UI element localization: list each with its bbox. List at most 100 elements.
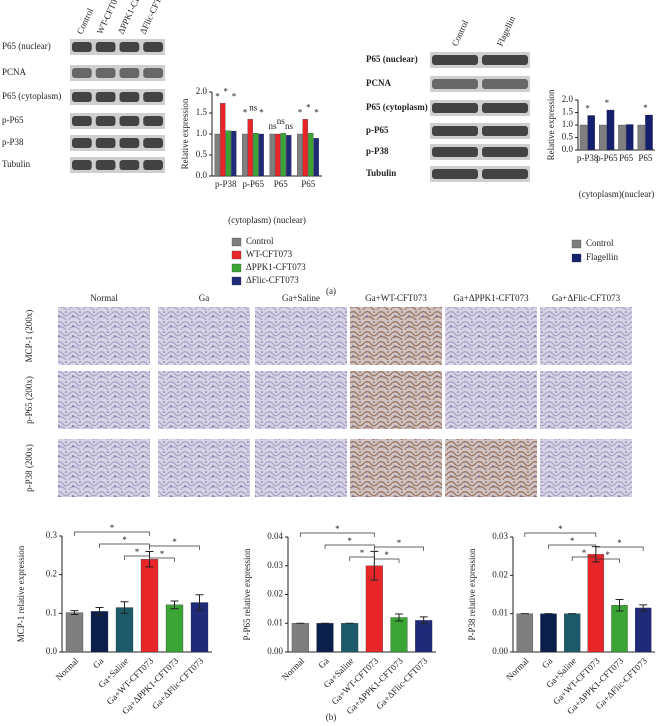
x-tick-label: Ga (316, 656, 330, 670)
blot-band (482, 55, 528, 65)
histology-column-label: Ga+Saline (282, 293, 320, 303)
legend-swatch (231, 263, 242, 273)
blot-band (432, 126, 478, 136)
histology-column-label: Normal (90, 293, 118, 303)
bar (611, 605, 628, 653)
x-tick-label: Ga (91, 656, 105, 670)
error-bar (95, 607, 104, 616)
bar (415, 620, 433, 653)
blot-band (72, 160, 92, 170)
bar (618, 124, 626, 151)
bar (579, 124, 588, 151)
histology-image (58, 307, 150, 365)
y-tick-label: 2.0 (196, 86, 208, 96)
blot-band (143, 160, 163, 170)
error-bar (395, 613, 403, 622)
histology-image (350, 439, 442, 497)
significance-bracket (373, 558, 400, 563)
bar (258, 133, 264, 177)
y-axis-label: Relative expression (546, 89, 556, 160)
error-bar (120, 601, 129, 614)
error-bar (419, 616, 428, 625)
bar (390, 617, 408, 653)
significance-label: * (172, 537, 177, 547)
significance-label: * (135, 547, 140, 557)
significance-bracket (595, 546, 644, 551)
x-tick-label: Normal (54, 655, 81, 682)
blot-row-label: P65 (nuclear) (366, 54, 418, 64)
blot-band (119, 138, 140, 148)
bar (90, 611, 109, 653)
histology-image (255, 439, 347, 497)
blot-band (143, 68, 163, 78)
legend-swatch (231, 250, 242, 260)
bar (65, 612, 84, 653)
y-tick-label: 1.0 (196, 128, 208, 138)
x-tick-label: P65 (274, 179, 289, 189)
bar (313, 138, 319, 177)
blot-row-label: p-P38 (366, 146, 389, 156)
blot-row-label: Tubulin (366, 168, 396, 178)
legend-label: ΔPPK1-CFT073 (246, 262, 306, 272)
y-tick-label: 0.02 (267, 589, 283, 599)
significance-bracket (524, 532, 597, 537)
error-bar (70, 610, 79, 615)
bar (214, 133, 220, 177)
significance-label: * (360, 548, 365, 558)
blot-row-label: P65 (nuclear) (2, 41, 51, 51)
y-axis-label: Relative expression (180, 98, 190, 169)
y-tick-label: 0.01 (267, 617, 283, 627)
legend-swatch (231, 276, 242, 286)
bar (308, 133, 314, 177)
blot-row-label: p-P65 (366, 125, 389, 135)
significance-label: ns (249, 102, 258, 112)
blot-band (95, 92, 116, 102)
y-tick-label: 2.0 (562, 94, 574, 104)
bar (247, 119, 253, 177)
histology-row-label: MCP-1 (200x) (24, 310, 34, 363)
bar (316, 623, 334, 653)
y-tick-label: 0.2 (46, 569, 57, 579)
blot-strip (70, 89, 165, 105)
blot-column-label: Control (75, 6, 96, 36)
bar (286, 135, 292, 177)
significance-label: * (397, 538, 402, 548)
legend-label: ΔFlic-CFT073 (246, 275, 299, 285)
histology-image (445, 439, 537, 497)
significance-label: * (558, 524, 563, 534)
blot-band (482, 169, 528, 179)
bar (599, 124, 607, 151)
bar (280, 133, 286, 177)
significance-bracket (149, 545, 200, 550)
x-axis-label: (cytoplasm)(nuclear) (579, 189, 654, 199)
significance-label: * (384, 550, 389, 560)
blot-strip (70, 65, 165, 81)
blot-band (95, 68, 116, 78)
y-axis-label: P-P38 relative expression (467, 548, 477, 640)
bar (242, 133, 248, 177)
x-tick-label: P65 (301, 179, 316, 189)
blot-row-label: PCNA (2, 67, 27, 77)
histology-image (350, 371, 442, 429)
y-tick-label: 0.0 (562, 144, 574, 154)
bar (634, 607, 652, 653)
bar (140, 559, 159, 653)
significance-label: * (314, 107, 319, 117)
bar (220, 103, 226, 177)
blot-band (432, 79, 478, 89)
blot-band (119, 42, 140, 52)
histology-image (158, 307, 250, 365)
histology-image (255, 307, 347, 365)
blot-band (72, 68, 92, 78)
blot-band (95, 42, 116, 52)
bar (275, 133, 281, 177)
blot-band (143, 116, 163, 126)
significance-label: * (605, 550, 610, 560)
error-bar (195, 594, 204, 611)
significance-label: * (306, 102, 311, 112)
significance-bracket (74, 531, 150, 536)
bar (302, 119, 308, 177)
x-tick-label: p-P65 (596, 153, 618, 163)
blot-band (432, 169, 478, 179)
blot-band (119, 116, 140, 126)
